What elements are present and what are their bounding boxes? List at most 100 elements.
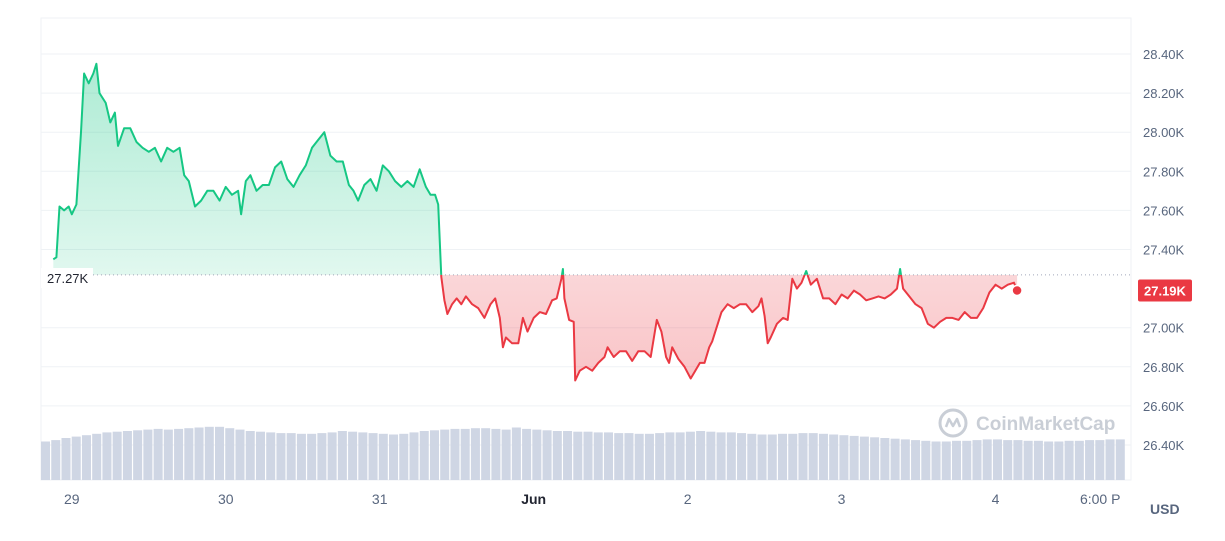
volume-bar xyxy=(675,432,685,480)
volume-bar xyxy=(1064,440,1074,480)
reference-value: 27.27K xyxy=(47,271,89,286)
volume-bar xyxy=(61,438,71,480)
currency-label: USD xyxy=(1150,501,1180,517)
volume-bar xyxy=(112,431,122,480)
volume-bar xyxy=(614,433,624,480)
volume-bar xyxy=(81,435,91,480)
volume-bar xyxy=(583,431,593,480)
volume-bar xyxy=(133,430,143,480)
volume-bar xyxy=(481,428,491,480)
volume-bar xyxy=(255,431,265,480)
volume-bar xyxy=(1023,440,1033,480)
volume-bar xyxy=(1095,440,1105,480)
volume-bar xyxy=(429,430,439,480)
volume-bar xyxy=(921,440,931,480)
volume-bar xyxy=(1054,441,1064,480)
volume-bar xyxy=(573,431,583,480)
y-tick-label: 27.00K xyxy=(1143,321,1185,336)
volume-bar xyxy=(317,433,327,480)
price-line-up xyxy=(52,62,903,275)
volume-bar xyxy=(378,433,388,480)
y-tick-label: 28.00K xyxy=(1143,125,1185,140)
volume-bar xyxy=(818,433,828,480)
y-tick-label: 27.80K xyxy=(1143,164,1185,179)
volume-bar xyxy=(1105,439,1115,480)
volume-bar xyxy=(829,434,839,480)
volume-bar xyxy=(665,432,675,480)
reference-label: 27.27K xyxy=(41,268,93,288)
volume-bar xyxy=(767,434,777,480)
volume-bar xyxy=(419,431,429,480)
volume-bar xyxy=(368,433,378,480)
last-price-value: 27.19K xyxy=(1144,284,1187,299)
volume-bar xyxy=(235,429,245,480)
volume-bar xyxy=(348,431,358,480)
volume-bar xyxy=(890,438,900,480)
volume-bar xyxy=(245,431,255,480)
volume-bar xyxy=(460,428,470,480)
volume-bar xyxy=(552,431,562,480)
volume-bar xyxy=(266,432,276,480)
volume-bar xyxy=(972,440,982,480)
x-tick-label: 6:00 P xyxy=(1080,491,1120,507)
volume-bar xyxy=(1074,440,1084,480)
volume-bar xyxy=(870,437,880,480)
volume-bar xyxy=(450,428,460,480)
volume-bar xyxy=(143,429,153,480)
price-line-down xyxy=(440,274,1019,382)
volume-bar xyxy=(1085,440,1095,480)
volume-bar xyxy=(992,439,1002,480)
volume-bar xyxy=(1013,440,1023,480)
volume-bar xyxy=(644,433,654,480)
watermark-text: CoinMarketCap xyxy=(976,414,1115,435)
volume-bar xyxy=(1033,440,1043,480)
volume-bar xyxy=(634,433,644,480)
volume-bar xyxy=(41,441,51,480)
volume-bar xyxy=(685,431,695,480)
x-tick-label: 29 xyxy=(64,491,80,507)
volume-bar xyxy=(491,428,501,480)
volume-bar xyxy=(798,433,808,480)
volume-bar xyxy=(399,433,409,480)
volume-bar xyxy=(470,428,480,480)
y-tick-label: 28.20K xyxy=(1143,86,1185,101)
volume-bar xyxy=(440,429,450,480)
x-axis: 29 30 31 Jun 2 3 4 6:00 P xyxy=(64,491,1120,507)
y-tick-label: 27.40K xyxy=(1143,243,1185,258)
volume-bar xyxy=(327,432,337,480)
area-above-reference xyxy=(53,63,1018,275)
y-axis: 28.40K 28.20K 28.00K 27.80K 27.60K 27.40K 27.0… xyxy=(1143,47,1185,453)
x-tick-label: 4 xyxy=(992,491,1000,507)
volume-bar xyxy=(184,428,194,480)
volume-bar xyxy=(522,428,532,480)
volume-bar xyxy=(603,432,614,480)
volume-bar xyxy=(296,433,306,480)
watermark: CoinMarketCap xyxy=(938,408,1115,438)
volume-bar xyxy=(163,429,173,480)
volume-bar xyxy=(1003,440,1013,480)
x-tick-label: 3 xyxy=(838,491,846,507)
volume-bar xyxy=(51,440,61,480)
price-area xyxy=(53,63,1018,381)
y-tick-label: 27.60K xyxy=(1143,203,1185,218)
volume-bar xyxy=(737,433,747,480)
volume-bar xyxy=(757,434,767,480)
volume-bar xyxy=(215,426,225,480)
volume-bar xyxy=(911,440,921,480)
volume-bar xyxy=(1115,439,1125,480)
volume-bar xyxy=(92,433,102,480)
volume-bar xyxy=(962,440,972,480)
x-tick-label: 30 xyxy=(218,491,234,507)
volume-bar xyxy=(839,435,849,480)
volume-bar xyxy=(153,428,163,480)
x-tick-label: Jun xyxy=(521,491,546,507)
area-below-reference xyxy=(441,274,1018,381)
volume-bar xyxy=(706,431,716,480)
volume-bar xyxy=(747,433,757,480)
x-tick-label: 31 xyxy=(372,491,388,507)
volume-bar xyxy=(71,436,81,480)
volume-bar xyxy=(276,433,286,480)
volume-bar xyxy=(563,431,573,480)
volume-bar xyxy=(849,435,859,480)
